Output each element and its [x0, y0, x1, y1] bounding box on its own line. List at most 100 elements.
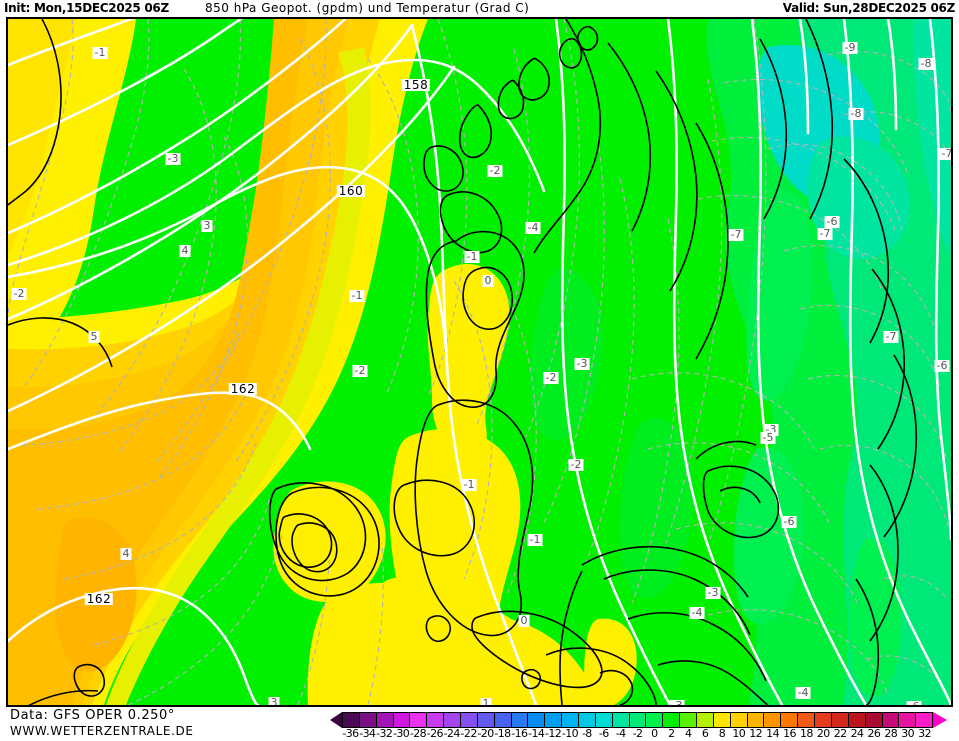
temperature-label: -2 — [543, 371, 559, 384]
temperature-label: -7 — [939, 147, 953, 160]
colorbar-tick-label: 2 — [668, 727, 675, 740]
colorbar-cell — [579, 713, 596, 727]
colorbar-cell — [848, 713, 866, 727]
temperature-label: -2 — [568, 458, 584, 471]
colorbar-cell — [393, 713, 411, 727]
temperature-label: -8 — [918, 57, 934, 70]
website-label: WWW.WETTERZENTRALE.DE — [10, 724, 194, 738]
colorbar-tick-label: -18 — [494, 727, 511, 740]
temperature-label: -4 — [795, 686, 811, 699]
colorbar-tick-label: 12 — [749, 727, 763, 740]
colorbar-cell — [916, 713, 933, 727]
colorbar-tick-label: -24 — [443, 727, 461, 740]
colorbar-tick-label: -10 — [561, 727, 579, 740]
colorbar-cell — [629, 713, 647, 727]
colorbar-cell — [697, 713, 714, 727]
colorbar-cell — [831, 713, 849, 727]
colorbar-tick-label: 32 — [918, 727, 931, 740]
temperature-label: -2 — [11, 287, 27, 300]
colorbar-tick-label: -30 — [393, 727, 410, 740]
colorbar-tick-label: -14 — [528, 727, 545, 740]
geopotential-label: 162 — [228, 382, 258, 396]
temperature-label: -7 — [817, 227, 833, 240]
colorbar-tick-label: -20 — [477, 727, 494, 740]
colorbar-tick-label: 18 — [799, 727, 813, 740]
temperature-label: 4 — [179, 244, 191, 257]
colorbar-cell — [663, 713, 681, 727]
colorbar-cell — [562, 713, 580, 727]
colorbar-cell — [612, 713, 630, 727]
colorbar-tick-label: 4 — [684, 727, 692, 740]
temperature-label: -4 — [525, 221, 541, 234]
temperature-label: -3 — [574, 357, 590, 370]
map-canvas[interactable] — [8, 19, 951, 705]
temperature-label: -7 — [728, 228, 744, 241]
geopotential-label: 158 — [401, 78, 431, 92]
temperature-label: -1 — [464, 250, 480, 263]
temperature-label: -1 — [349, 289, 365, 302]
colorbar-cell — [781, 713, 799, 727]
colorbar-tick-label: -12 — [544, 727, 562, 740]
colorbar-tick-label: -16 — [511, 727, 528, 740]
header-valid-time: Valid: Sun,28DEC2025 06Z — [782, 1, 956, 15]
colorbar-cell — [595, 713, 613, 727]
colorbar-tick-label: 0 — [651, 727, 658, 740]
colorbar-scale[interactable] — [342, 712, 933, 728]
colorbar-cell — [646, 713, 664, 727]
colorbar-tick-label: 10 — [732, 727, 746, 740]
colorbar-arrow-left — [330, 712, 342, 728]
colorbar-tick-label: 24 — [850, 727, 864, 740]
colorbar-cell — [882, 713, 900, 727]
temperature-label: -6 — [824, 215, 840, 228]
colorbar-cell — [865, 713, 883, 727]
temperature-label: -8 — [848, 107, 864, 120]
header-parameter: 850 hPa Geopot. (gpdm) und Temperatur (G… — [205, 1, 530, 15]
colorbar-cell — [461, 713, 478, 727]
temperature-label: -1 — [92, 46, 108, 59]
colorbar-cell — [494, 713, 512, 727]
colorbar-cell — [545, 713, 563, 727]
temperature-label: 0 — [482, 274, 494, 287]
temperature-label: -1 — [461, 478, 477, 491]
colorbar-tick-label: -36 — [342, 727, 359, 740]
colorbar-tick-label: 22 — [833, 727, 847, 740]
temperature-label: -5 — [760, 431, 776, 444]
colorbar-tick-label: 8 — [718, 727, 726, 740]
colorbar-tick-label: -22 — [460, 727, 478, 740]
colorbar-tick-labels: -36 -34 -32 -30 -28 -26 -24 -22 -20 -18 -16 -14 -12-… — [330, 728, 945, 741]
colorbar-tick-label: 26 — [867, 727, 881, 740]
colorbar-cell — [899, 713, 917, 727]
colorbar-cell — [713, 713, 731, 727]
colorbar-cell — [680, 713, 698, 727]
temperature-label: -3 — [705, 586, 721, 599]
colorbar-tick-label: 16 — [783, 727, 796, 740]
map-frame[interactable]: 158 160 162 162 -1 -3 -2 3 4 5 4 3 -2 -1 0 -4 -1 -2 -3… — [6, 17, 953, 707]
geopotential-label: 160 — [336, 184, 366, 198]
temperature-label: -1 — [527, 533, 543, 546]
data-source-label: Data: GFS OPER 0.250° — [10, 708, 176, 723]
colorbar-cell — [376, 713, 394, 727]
colorbar-tick-label: 28 — [884, 727, 898, 740]
colorbar-tick-label: -2 — [632, 727, 643, 740]
colorbar-tick-label: -34 — [359, 727, 376, 740]
colorbar-tick-label: -26 — [426, 727, 444, 740]
temperature-label: -3 — [165, 152, 181, 165]
temperature-label: 3 — [201, 219, 213, 232]
temperature-label: 5 — [88, 330, 100, 343]
colorbar-tick-label: 6 — [701, 727, 709, 740]
colorbar-cell — [359, 713, 377, 727]
colorbar-cell — [798, 713, 816, 727]
temperature-label: 4 — [120, 547, 132, 560]
temperature-label: 0 — [518, 614, 530, 627]
colorbar-cell — [427, 713, 445, 727]
colorbar-tick-label: 20 — [816, 727, 830, 740]
colorbar-cell — [477, 713, 495, 727]
header-init-time: Init: Mon,15DEC2025 06Z — [4, 1, 169, 15]
colorbar-tick-label: 30 — [901, 727, 915, 740]
temperature-label: -6 — [934, 359, 950, 372]
colorbar-cell — [528, 713, 546, 727]
temperature-label: -9 — [842, 41, 858, 54]
temperature-label: -6 — [906, 701, 922, 705]
colorbar-cell — [764, 713, 782, 727]
